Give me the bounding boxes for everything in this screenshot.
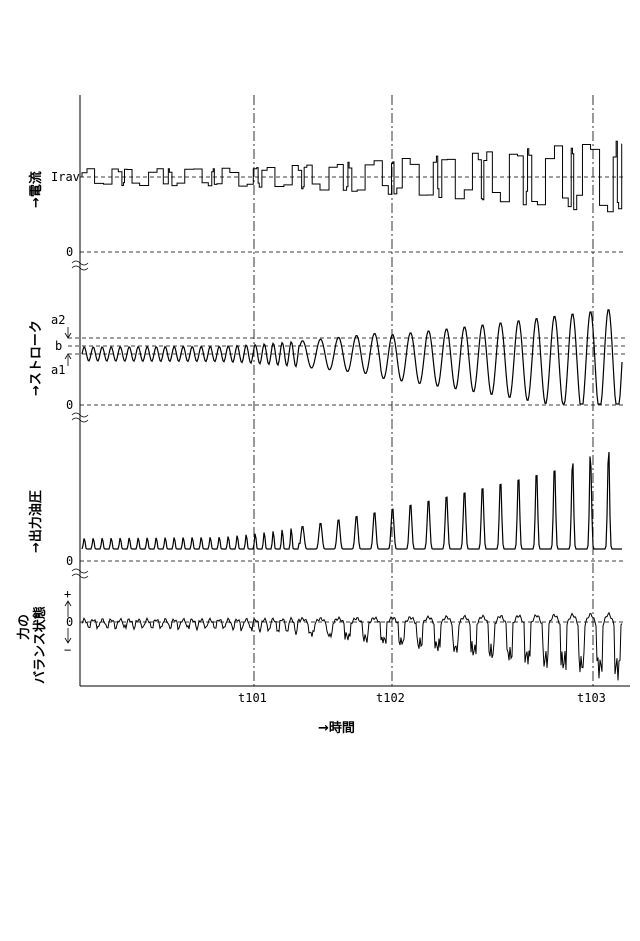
stroke-trace [82,310,622,404]
tick-a2: a2 [51,313,65,327]
ylabel-balance-2: バランス状態 [32,606,48,684]
ylabel-pressure: →出力油圧 [28,490,44,553]
xtick-t102: t102 [376,691,405,705]
tick-plus: + [64,587,71,601]
ylabel-stroke: →ストローク [29,320,44,396]
ylabel-current: →電流 [28,171,44,208]
xtick-t101: t101 [238,691,267,705]
pressure-trace [82,452,622,549]
xtick-t103: t103 [577,691,606,705]
tick-minus: − [64,643,71,657]
tick-balance-zero: 0 [66,615,73,629]
current-trace [82,141,622,212]
tick-a1: a1 [51,363,65,377]
tick-pressure-zero: 0 [66,554,73,568]
tick-irav: Irav [51,170,80,184]
xlabel: →時間 [318,720,355,736]
tick-stroke-zero: 0 [66,398,73,412]
tick-current-zero: 0 [66,245,73,259]
ylabel-balance-1: 力の [16,614,32,640]
balance-trace [82,613,622,681]
tick-b: b [55,339,62,353]
